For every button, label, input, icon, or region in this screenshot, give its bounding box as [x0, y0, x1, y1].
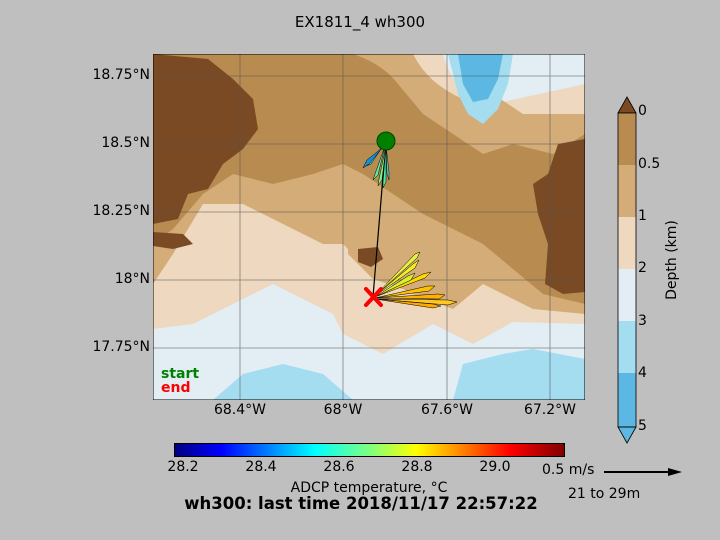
lat-tick: 18.75°N	[92, 67, 150, 83]
lat-tick: 18.25°N	[92, 203, 150, 219]
end-marker	[364, 287, 383, 307]
graticule	[153, 54, 585, 400]
depth-colorbar-label: Depth (km)	[664, 220, 680, 300]
temperature-tick: 28.4	[245, 459, 277, 475]
start-marker	[376, 131, 396, 151]
lon-tick: 68°W	[323, 402, 363, 418]
legend-start: start	[161, 366, 200, 382]
deep-basin-north-2	[458, 54, 503, 102]
scale-label: 0.5 m/s	[542, 462, 595, 478]
current-vectors-end	[374, 251, 458, 309]
depth-tick: 1	[638, 208, 647, 224]
land-west-2	[153, 232, 193, 249]
lat-tick: 17.75°N	[92, 339, 150, 355]
depth-colorbar	[617, 96, 637, 444]
current-vectors-start	[362, 145, 390, 189]
lon-tick: 67.6°W	[420, 402, 473, 418]
deep-basin-southeast	[453, 349, 585, 400]
temperature-colorbar-label: ADCP temperature, °C	[290, 480, 448, 496]
shelf-dark	[153, 54, 585, 304]
lat-tick: 18°N	[114, 271, 150, 287]
map-plot	[153, 54, 585, 400]
depth-tick: 5	[638, 418, 647, 434]
scale-arrow-icon	[604, 468, 682, 476]
land-east	[533, 139, 585, 294]
depth-tick: 4	[638, 365, 647, 381]
lat-tick: 18.5°N	[101, 135, 150, 151]
temperature-tick: 29.0	[479, 459, 511, 475]
lon-tick: 68.4°W	[213, 402, 266, 418]
land-west	[153, 54, 258, 224]
temperature-tick: 28.8	[401, 459, 433, 475]
depth-tick: 0	[638, 103, 647, 119]
deep-basin-south	[213, 364, 353, 400]
lon-tick: 67.2°W	[523, 402, 576, 418]
depth-range-label: 21 to 29m	[568, 486, 641, 502]
depth-tick: 0.5	[638, 156, 661, 172]
depth-tick: 3	[638, 313, 647, 329]
temperature-colorbar	[174, 443, 565, 457]
temperature-tick: 28.2	[167, 459, 199, 475]
status-line: wh300: last time 2018/11/17 22:57:22	[184, 494, 538, 513]
legend-end: end	[161, 380, 191, 396]
map-title: EX1811_4 wh300	[294, 13, 426, 31]
depth-tick: 2	[638, 260, 647, 276]
temperature-tick: 28.6	[323, 459, 355, 475]
